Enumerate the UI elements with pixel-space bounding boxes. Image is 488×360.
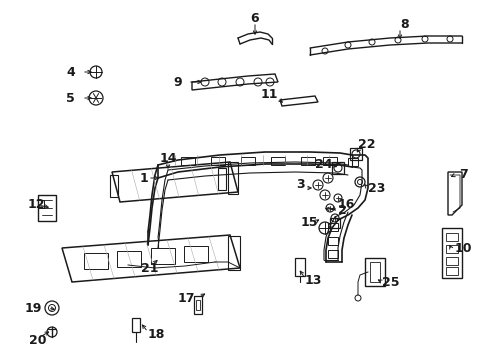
Text: 5: 5 (66, 91, 75, 104)
Bar (349, 148, 361, 160)
Text: 14: 14 (159, 152, 176, 165)
Text: 4: 4 (66, 66, 75, 78)
Bar (445, 233, 457, 241)
Bar (38, 200, 44, 208)
Text: 3: 3 (296, 179, 305, 192)
Bar (210, 157, 224, 165)
Text: 8: 8 (399, 18, 408, 31)
Bar (184, 246, 208, 262)
Bar (241, 157, 254, 165)
Bar (331, 162, 343, 174)
Text: 22: 22 (357, 139, 375, 152)
Bar (445, 257, 457, 265)
Text: 18: 18 (148, 328, 165, 342)
Bar (445, 267, 457, 275)
Bar (369, 262, 379, 282)
Bar (329, 218, 339, 228)
Bar (132, 318, 140, 332)
Bar (194, 296, 202, 314)
Bar (364, 258, 384, 286)
Bar (218, 168, 225, 190)
Bar (38, 195, 56, 221)
Text: 23: 23 (367, 181, 385, 194)
Text: 13: 13 (305, 274, 322, 287)
Text: 6: 6 (250, 12, 259, 24)
Bar (110, 175, 118, 197)
Bar (150, 248, 174, 264)
Bar (445, 245, 457, 253)
Bar (196, 300, 200, 310)
Text: 10: 10 (454, 242, 471, 255)
Bar (270, 157, 285, 165)
Text: 1: 1 (139, 171, 148, 184)
Bar (227, 236, 240, 270)
Bar (327, 237, 337, 245)
Bar (181, 157, 195, 165)
Text: 7: 7 (458, 168, 467, 181)
Bar (294, 258, 305, 276)
Text: 11: 11 (260, 89, 278, 102)
Bar (117, 251, 141, 267)
Bar (227, 162, 238, 194)
Text: 15: 15 (300, 216, 317, 229)
Bar (301, 157, 314, 165)
Text: 16: 16 (337, 198, 355, 211)
Text: 12: 12 (28, 198, 45, 211)
Bar (327, 223, 337, 231)
Text: 2: 2 (337, 203, 346, 216)
Bar (83, 253, 107, 269)
Text: 20: 20 (29, 333, 47, 346)
Text: 17: 17 (177, 292, 195, 305)
Text: 9: 9 (173, 76, 182, 89)
Bar (327, 250, 337, 258)
Bar (347, 158, 357, 166)
Text: 25: 25 (381, 275, 399, 288)
Text: 19: 19 (24, 302, 42, 315)
Text: 24: 24 (314, 158, 331, 171)
Text: 21: 21 (141, 261, 159, 274)
Bar (323, 157, 336, 165)
